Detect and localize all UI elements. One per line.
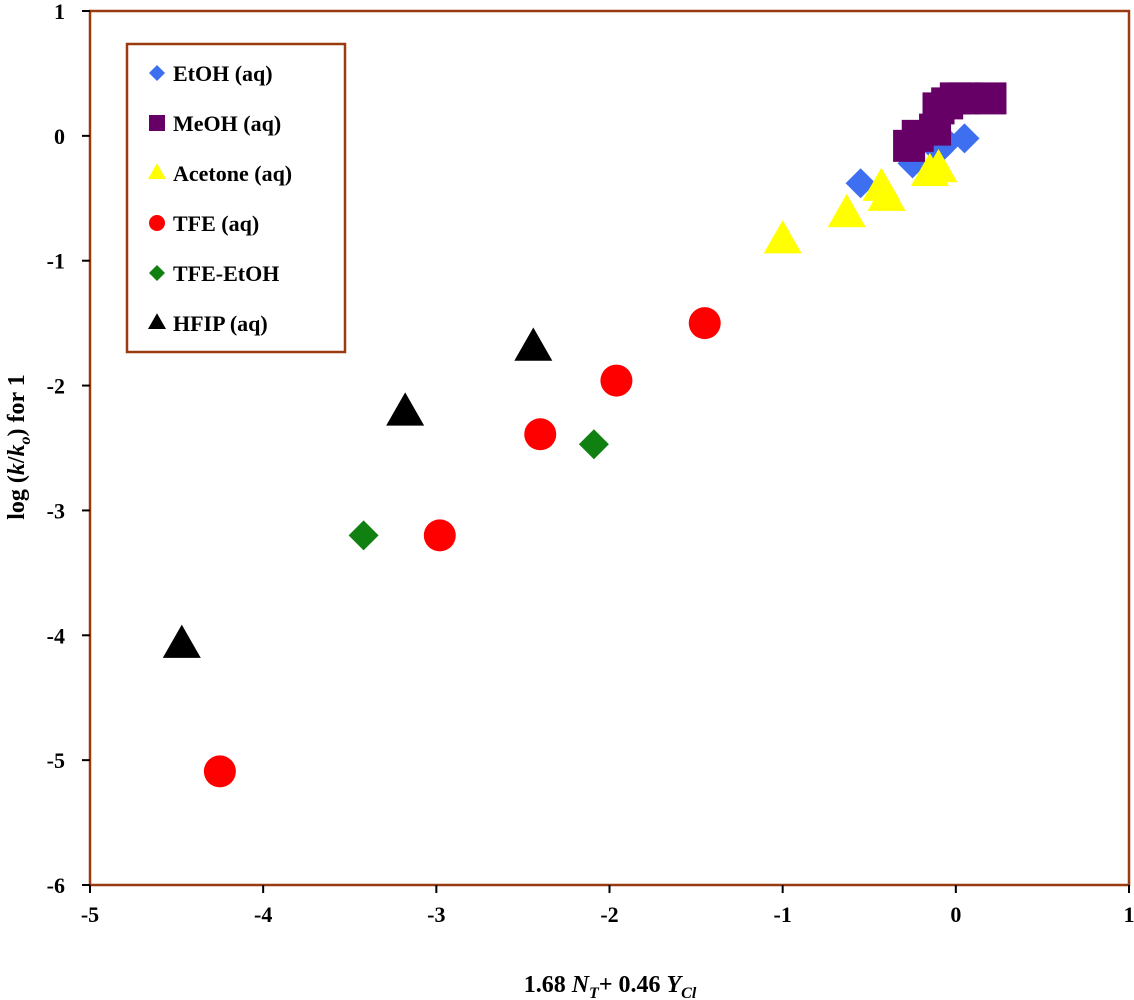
legend-label: TFE (aq): [173, 211, 259, 236]
data-point: [514, 327, 553, 361]
y-tick-label: -5: [47, 748, 65, 773]
legend-item: HFIP (aq): [148, 311, 268, 336]
series-tfe-aq: [203, 307, 721, 788]
data-point: [162, 624, 201, 658]
y-tick-label: 1: [54, 0, 65, 24]
legend-item: EtOH (aq): [149, 61, 273, 86]
data-point: [578, 429, 609, 460]
legend: EtOH (aq) MeOH (aq) Acetone (aq) TFE (aq) TF…: [148, 61, 292, 336]
y-tick-label: 0: [54, 124, 65, 149]
legend-label: Acetone (aq): [173, 161, 292, 186]
data-point: [203, 755, 236, 788]
data-point: [688, 307, 721, 340]
series-acetone-aq: [763, 148, 958, 254]
legend-marker: [149, 215, 165, 231]
data-points: [162, 82, 1007, 788]
series-tfe-etoh: [348, 429, 609, 551]
data-point: [919, 148, 958, 183]
legend-marker: [148, 163, 166, 179]
legend-item: MeOH (aq): [149, 111, 281, 136]
y-tick-label: -3: [47, 498, 65, 523]
y-tick-label: -4: [47, 623, 65, 648]
y-tick-label: -6: [47, 873, 65, 898]
data-point: [867, 177, 906, 211]
data-point: [845, 168, 876, 199]
series-meoh-aq: [893, 82, 1007, 162]
x-axis-title: 1.68 NT+ 0.46 YCl: [524, 972, 697, 1000]
x-tick-label: -5: [81, 902, 99, 927]
x-tick-label: 1: [1124, 902, 1134, 927]
y-tick-label: -1: [47, 249, 65, 274]
axis-ticks: -5 -4 -3 -2 -1 0 1 1 0 -1 -2 -3 -4 -5 -6: [47, 0, 1134, 927]
x-tick-label: -2: [600, 902, 618, 927]
legend-label: TFE-EtOH: [173, 261, 279, 286]
data-point: [600, 364, 633, 397]
legend-marker: [148, 313, 166, 329]
legend-box: [125, 42, 347, 354]
legend-marker: [149, 115, 165, 131]
legend-marker: [149, 265, 165, 281]
legend-item: TFE-EtOH: [149, 261, 279, 286]
data-point: [974, 82, 1007, 115]
legend-label: HFIP (aq): [173, 311, 268, 336]
x-tick-label: -4: [254, 902, 272, 927]
legend-marker: [149, 65, 165, 81]
x-tick-label: 0: [950, 902, 961, 927]
y-tick-label: -2: [47, 374, 65, 399]
legend-label: EtOH (aq): [173, 61, 273, 86]
x-tick-label: -3: [427, 902, 445, 927]
legend-item: Acetone (aq): [148, 161, 292, 186]
data-point: [348, 520, 379, 551]
series-hfip-aq: [162, 327, 553, 658]
data-point: [763, 220, 802, 254]
data-point: [524, 418, 557, 451]
y-axis-title: log (k/ko) for 1: [4, 374, 34, 520]
legend-item: TFE (aq): [149, 211, 259, 236]
data-point: [827, 193, 866, 228]
legend-label: MeOH (aq): [173, 111, 281, 136]
data-point: [386, 392, 425, 426]
x-tick-label: -1: [774, 902, 792, 927]
data-point: [423, 519, 456, 552]
